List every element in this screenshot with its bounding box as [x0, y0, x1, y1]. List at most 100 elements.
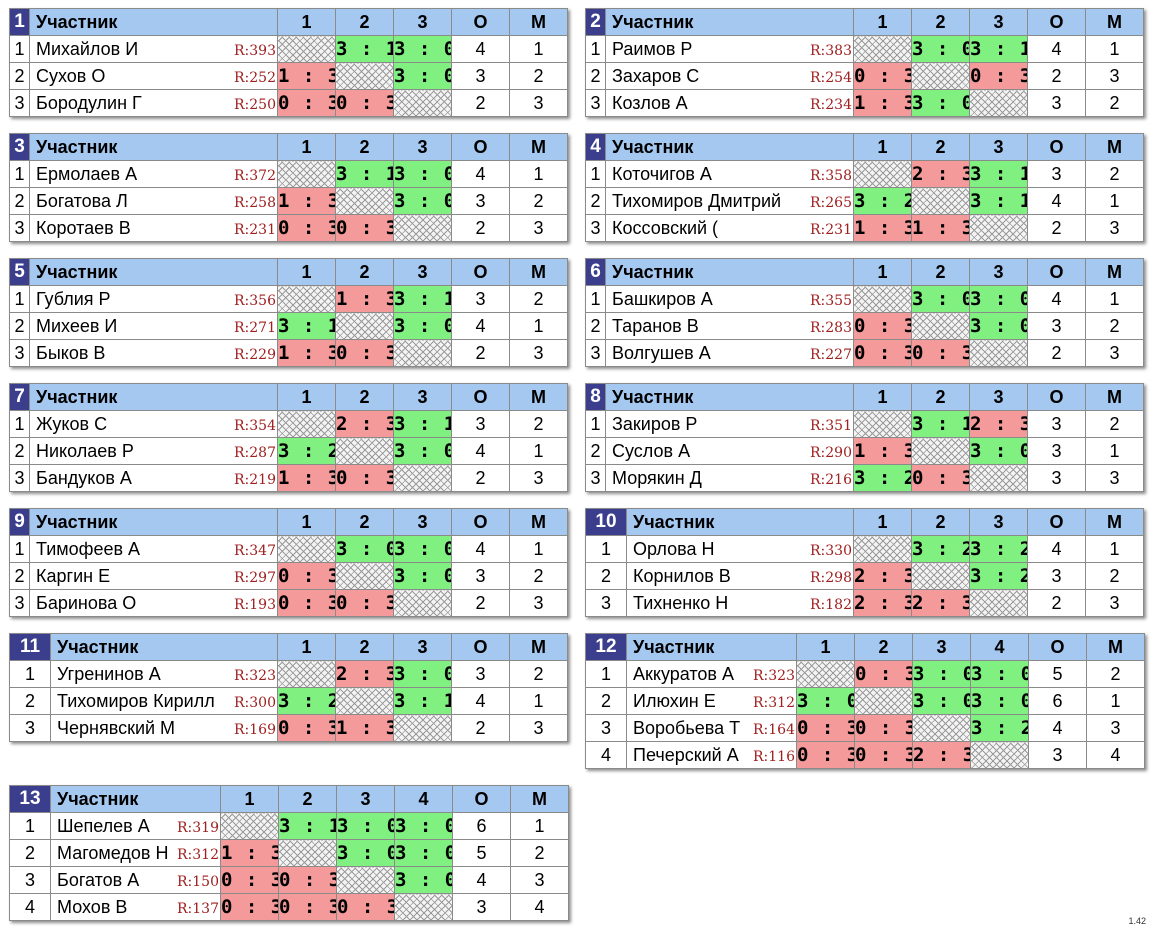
player-place: 1: [1086, 687, 1145, 715]
match-score: 3 : 1: [278, 812, 337, 840]
player-cell: Раимов Р R:383: [605, 35, 854, 63]
player-place: 4: [510, 893, 569, 921]
match-score: 1 : 3: [277, 464, 336, 492]
player-points: 2: [1027, 589, 1086, 617]
player-rating: R:351: [809, 413, 852, 437]
match-score: 3 : 0: [393, 562, 452, 590]
match-score: 0 : 3: [277, 714, 336, 742]
player-cell: Мохов В R:137: [50, 893, 221, 921]
player-name: Орлова Н: [633, 539, 715, 559]
player-place: 2: [1086, 660, 1145, 688]
player-points: 4: [451, 160, 510, 188]
player-place: 2: [509, 410, 568, 438]
match-score: 1 : 3: [853, 437, 912, 465]
player-position: 3: [9, 214, 30, 242]
self-match-cell: [393, 214, 452, 242]
player-points: 3: [1028, 741, 1087, 769]
player-points: 2: [451, 89, 510, 117]
group-header-row: 3 Участник 1 2 3 О М: [9, 133, 568, 161]
self-match-cell: [335, 687, 394, 715]
player-cell: Тимофеев А R:347: [29, 535, 278, 563]
player-points: 3: [451, 410, 510, 438]
self-match-cell: [393, 589, 452, 617]
player-rating: R:150: [176, 869, 219, 893]
match-score: 3 : 0: [970, 687, 1029, 715]
player-position: 2: [585, 562, 627, 590]
opponent-column-header: 1: [853, 508, 912, 536]
match-score: 3 : 0: [394, 866, 453, 894]
player-place: 1: [1085, 35, 1144, 63]
player-position: 2: [585, 687, 627, 715]
self-match-cell: [335, 62, 394, 90]
group-header-row: 7 Участник 1 2 3 О М: [9, 383, 568, 411]
player-position: 2: [585, 312, 606, 340]
player-name: Илюхин Е: [633, 691, 716, 711]
player-place: 3: [509, 214, 568, 242]
opponent-column-header: 3: [393, 133, 452, 161]
opponent-column-header: 2: [335, 633, 394, 661]
opponent-column-header: 2: [911, 258, 970, 286]
player-place: 3: [510, 866, 569, 894]
self-match-cell: [796, 660, 855, 688]
player-place: 1: [1085, 285, 1144, 313]
match-score: 3 : 0: [912, 660, 971, 688]
opponent-column-header: 1: [277, 133, 336, 161]
place-column-header: М: [1085, 508, 1144, 536]
player-position: 3: [585, 589, 627, 617]
player-rating: R:283: [809, 315, 852, 339]
player-place: 3: [509, 714, 568, 742]
player-name: Тихненко Н: [633, 593, 729, 613]
self-match-cell: [277, 160, 336, 188]
match-score: 3 : 2: [969, 535, 1028, 563]
opponent-column-header: 3: [912, 633, 971, 661]
player-position: 1: [9, 535, 30, 563]
place-column-header: М: [509, 383, 568, 411]
player-place: 2: [509, 187, 568, 215]
opponent-column-header: 4: [394, 785, 453, 813]
participant-column-header: Участник: [50, 785, 221, 813]
opponent-column-header: 2: [911, 8, 970, 36]
player-cell: Тихненко Н R:182: [626, 589, 854, 617]
match-score: 0 : 3: [335, 339, 394, 367]
player-rating: R:323: [233, 663, 276, 687]
player-points: 3: [1027, 410, 1086, 438]
opponent-column-header: 3: [336, 785, 395, 813]
player-cell: Шепелев А R:319: [50, 812, 221, 840]
self-match-cell: [969, 89, 1028, 117]
self-match-cell: [393, 339, 452, 367]
player-rating: R:383: [809, 38, 852, 62]
group-header-row: 9 Участник 1 2 3 О М: [9, 508, 568, 536]
opponent-column-header: 1: [277, 633, 336, 661]
opponent-column-header: 3: [393, 8, 452, 36]
opponent-column-header: 2: [335, 8, 394, 36]
player-points: 4: [1028, 714, 1087, 742]
player-points: 2: [451, 339, 510, 367]
player-cell: Богатов А R:150: [50, 866, 221, 894]
self-match-cell: [853, 35, 912, 63]
match-score: 3 : 0: [393, 535, 452, 563]
player-name: Аккуратов А: [633, 664, 735, 684]
player-place: 1: [509, 437, 568, 465]
self-match-cell: [335, 437, 394, 465]
participant-column-header: Участник: [626, 508, 854, 536]
match-score: 0 : 3: [969, 62, 1028, 90]
opponent-column-header: 2: [911, 133, 970, 161]
match-score: 3 : 1: [969, 187, 1028, 215]
player-position: 2: [9, 687, 51, 715]
group-number: 7: [9, 383, 30, 411]
opponent-column-header: 1: [277, 8, 336, 36]
player-name: Тимофеев А: [36, 539, 141, 559]
match-score: 0 : 3: [796, 714, 855, 742]
player-cell: Сухов О R:252: [29, 62, 278, 90]
player-points: 4: [1027, 285, 1086, 313]
opponent-column-header: 3: [969, 508, 1028, 536]
match-score: 1 : 3: [220, 839, 279, 867]
player-position: 1: [585, 285, 606, 313]
player-name: Михайлов И: [36, 39, 139, 59]
player-place: 3: [509, 89, 568, 117]
player-rating: R:298: [809, 565, 852, 589]
match-score: 1 : 3: [911, 214, 970, 242]
player-name: Бандуков А: [36, 468, 132, 488]
